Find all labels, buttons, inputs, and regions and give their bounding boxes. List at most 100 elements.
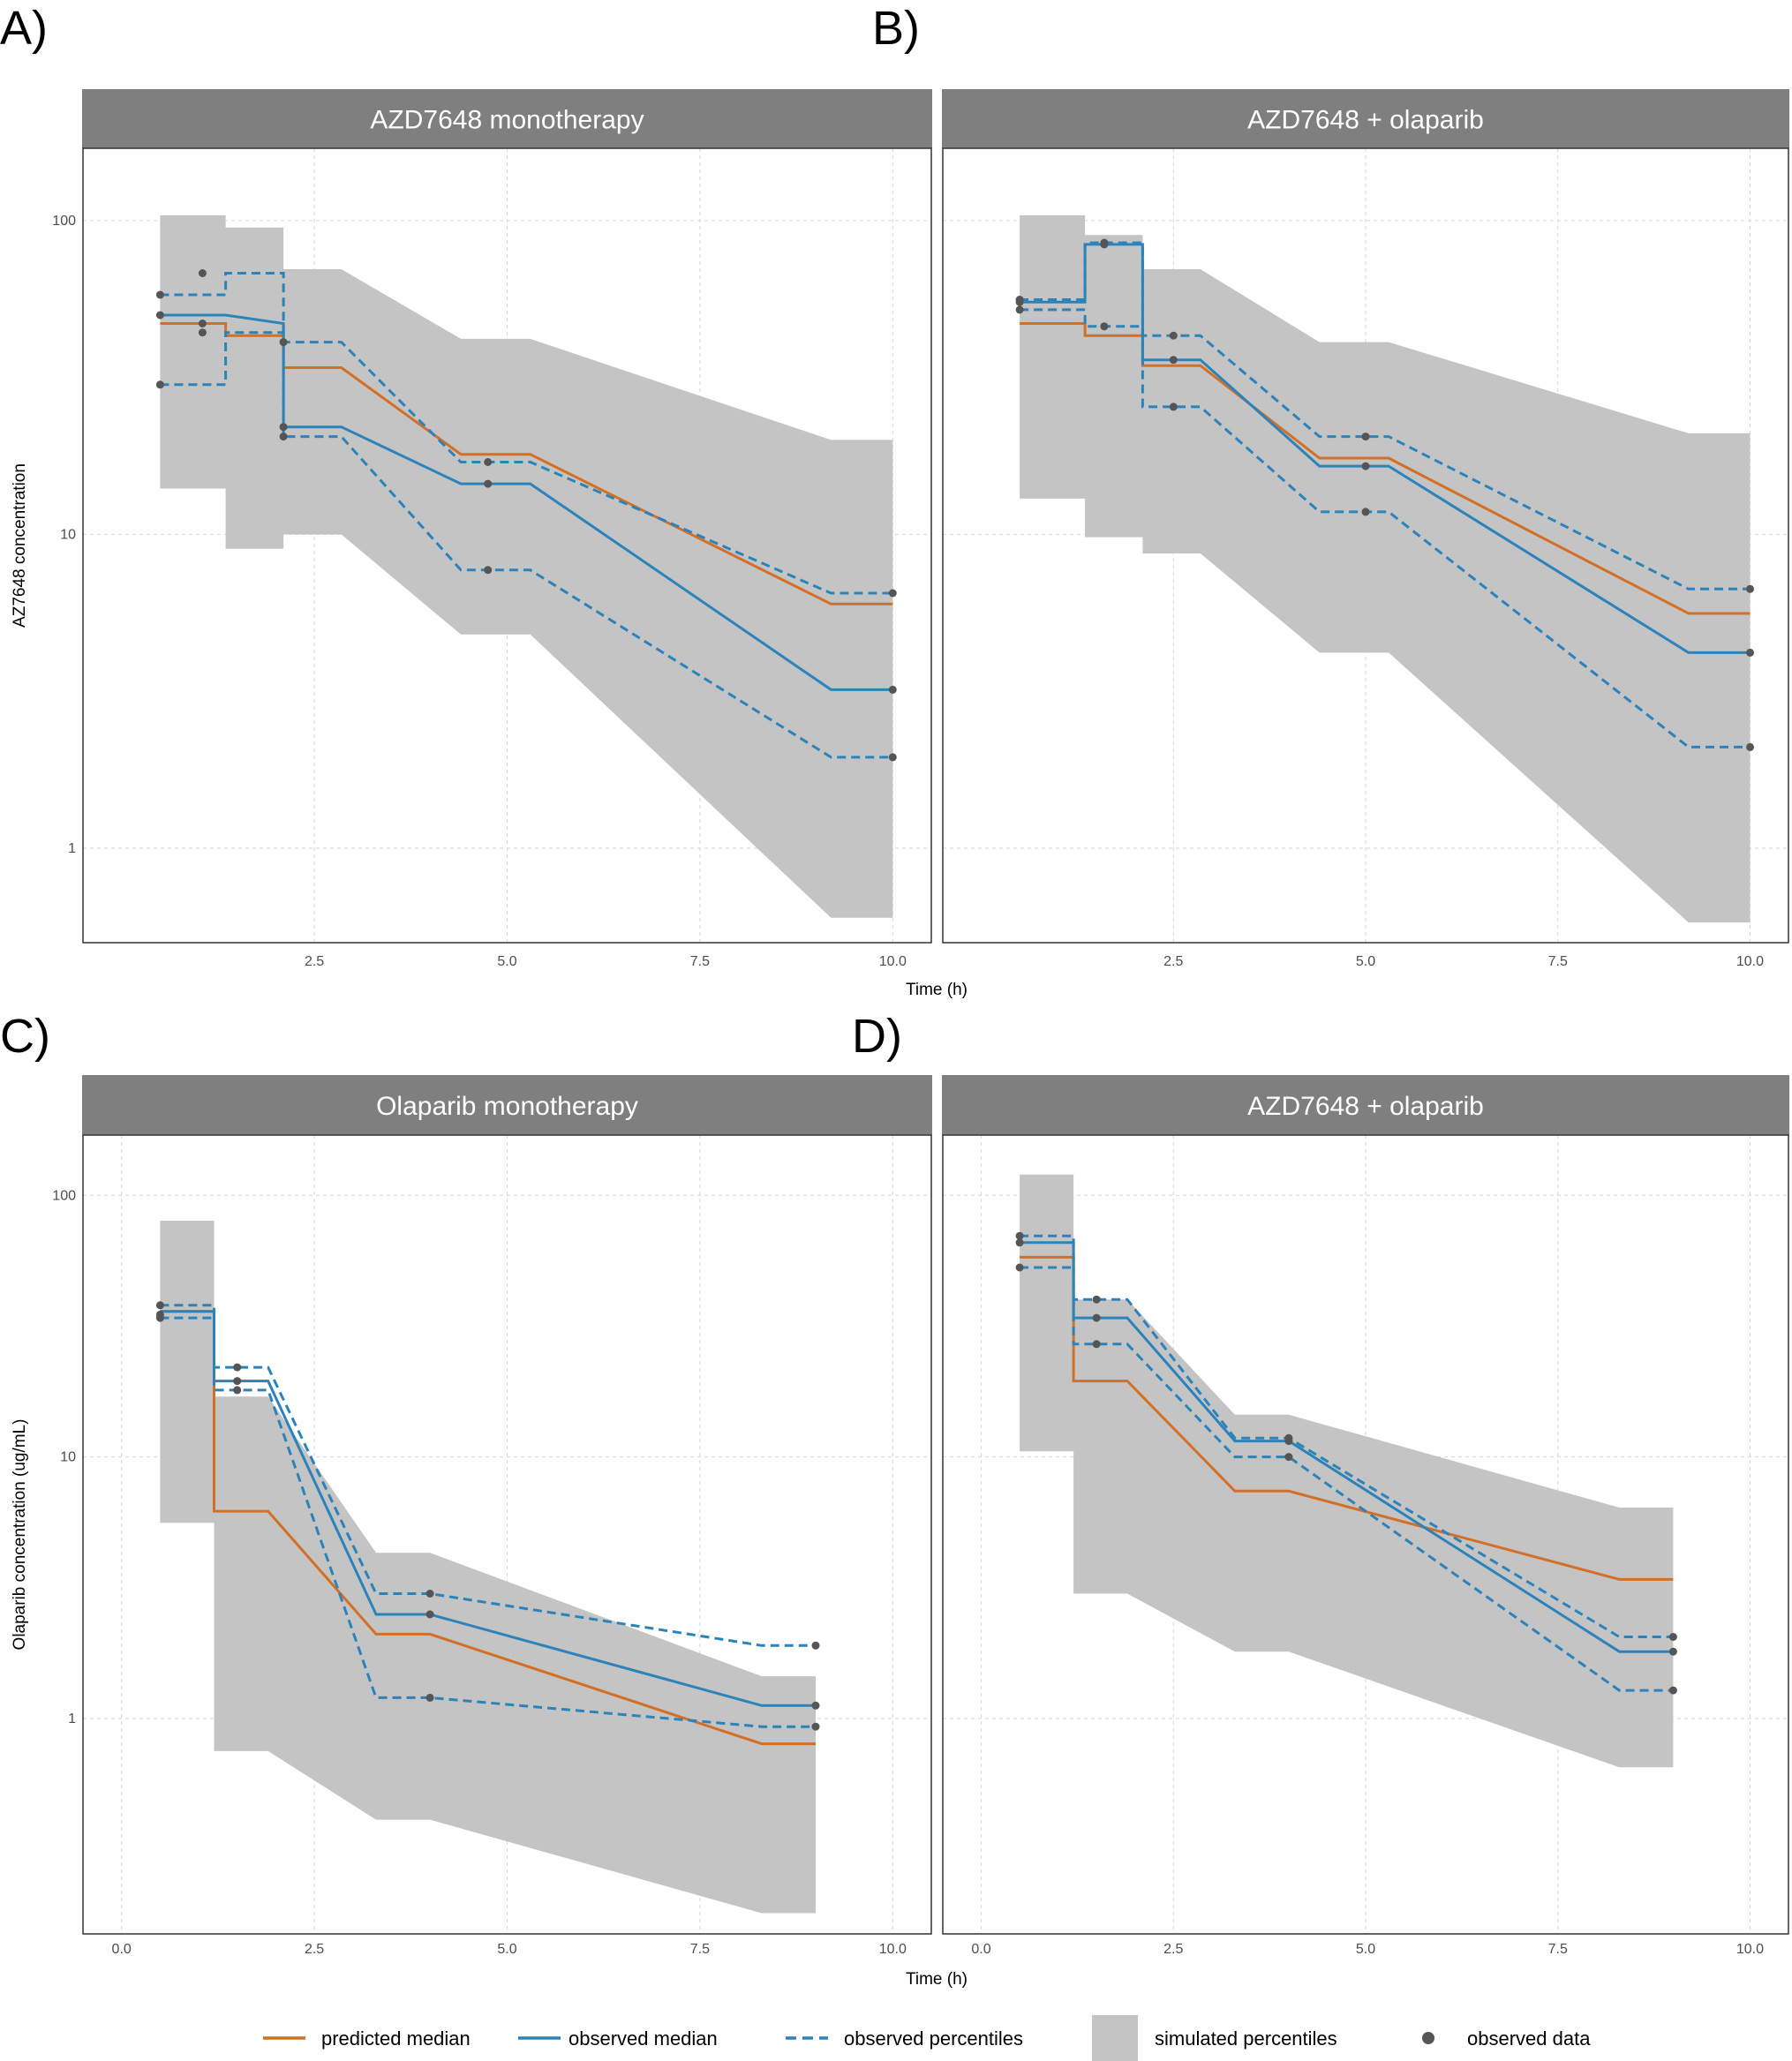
legend-simulated-percentiles-key — [1092, 2015, 1138, 2061]
observed-data-point — [1015, 1231, 1024, 1240]
x-tick-label: 0.0 — [112, 1942, 132, 1957]
observed-data-point — [1092, 1340, 1101, 1349]
panel-a: A) AZD7648 monotherapy 2.5 5.0 7.5 10.0 1 10 100… — [0, 2, 968, 999]
x-tick-label: 10.0 — [879, 954, 907, 969]
observed-data-point — [484, 458, 493, 466]
observed-data-point — [1746, 584, 1754, 593]
observed-median-line — [160, 1310, 816, 1707]
x-tick-label: 5.0 — [497, 1942, 516, 1957]
legend-observed-median-label: observed median — [568, 2027, 718, 2050]
observed-data-point — [484, 479, 493, 488]
x-tick-label: 2.5 — [1163, 1942, 1183, 1957]
observed-data-point — [1015, 305, 1024, 314]
observed-data-point — [1746, 648, 1754, 657]
panel-d: D) AZD7648 + olaparib 0.0 2.5 5.0 7.5 10.0 Time… — [852, 1010, 1789, 1989]
observed-data-point — [1746, 742, 1754, 751]
x-axis-title: Time (h) — [906, 1970, 968, 1989]
observed-data-point — [811, 1641, 820, 1650]
facet-strip — [942, 89, 1789, 148]
observed-data-point — [1015, 1238, 1024, 1247]
panel-border — [942, 147, 1789, 944]
observed-data-point — [279, 338, 288, 347]
facet-strip-label: AZD7648 + olaparib — [1247, 1092, 1484, 1121]
observed-data-point — [279, 423, 288, 432]
legend-observed-data-key — [1422, 2032, 1434, 2044]
observed-data-point — [1668, 1633, 1677, 1641]
observed-lower-percentile-line — [160, 1316, 816, 1728]
legend-observed-data-label: observed data — [1467, 2027, 1591, 2050]
x-tick-label: 10.0 — [1736, 1942, 1764, 1957]
observed-data-point — [155, 290, 164, 299]
observed-data-point — [155, 311, 164, 320]
observed-data-point — [1015, 297, 1024, 306]
observed-data-point — [1100, 240, 1109, 249]
predicted-median-line — [1020, 322, 1751, 615]
y-tick-label: 10 — [60, 527, 76, 542]
panel-c: C) Olaparib monotherapy 0.0 2.5 5.0 7.5 10.0 1 1… — [0, 1010, 932, 1957]
facet-strip-label: Olaparib monotherapy — [376, 1092, 638, 1121]
observed-data-point — [1169, 331, 1178, 340]
observed-data-point — [1668, 1686, 1677, 1695]
observed-data-point — [1169, 402, 1178, 411]
y-tick-label: 100 — [52, 214, 76, 229]
observed-data-point — [1284, 1437, 1293, 1446]
observed-median-line — [160, 313, 893, 691]
x-tick-label: 5.0 — [497, 954, 516, 969]
panel-letter: A) — [0, 2, 48, 55]
observed-data-point — [1361, 462, 1370, 470]
facet-strip — [82, 1075, 932, 1135]
simulated-percentile-band — [160, 1221, 816, 1914]
panel-letter: D) — [852, 1010, 902, 1063]
observed-data-point — [811, 1701, 820, 1710]
x-tick-label: 2.5 — [1163, 954, 1183, 969]
y-tick-label: 100 — [52, 1188, 76, 1203]
legend-predicted-median-label: predicted median — [321, 2027, 471, 2050]
observed-data-point — [1361, 508, 1370, 516]
observed-data-point — [1092, 1295, 1101, 1304]
observed-lower-percentile-line — [1020, 308, 1751, 748]
observed-data-point — [425, 1610, 434, 1619]
observed-median-line — [1020, 1241, 1674, 1653]
x-tick-label: 0.0 — [971, 1942, 990, 1957]
x-axis-title: Time (h) — [906, 981, 968, 999]
x-tick-label: 7.5 — [690, 954, 710, 969]
observed-data-point — [1668, 1647, 1677, 1656]
observed-data-point — [484, 566, 493, 575]
observed-data-point — [155, 1301, 164, 1310]
observed-data-point — [1361, 433, 1370, 441]
observed-lower-percentile-line — [1020, 1266, 1674, 1692]
observed-data-point — [233, 1386, 242, 1395]
simulated-percentile-band — [1020, 214, 1751, 923]
x-tick-label: 5.0 — [1356, 954, 1375, 969]
x-tick-label: 2.5 — [305, 954, 324, 969]
observed-data-point — [233, 1363, 242, 1372]
observed-data-point — [1092, 1313, 1101, 1322]
observed-data-point — [198, 269, 207, 277]
observed-data-point — [888, 753, 897, 762]
observed-data-point — [198, 328, 207, 337]
observed-data-point — [425, 1693, 434, 1702]
observed-data-point — [155, 380, 164, 389]
observed-data-point — [155, 1313, 164, 1322]
y-axis-title: AZ7648 concentration — [11, 463, 29, 628]
observed-lower-percentile-line — [160, 331, 893, 759]
observed-data-point — [279, 433, 288, 441]
facet-strip-label: AZD7648 + olaparib — [1247, 106, 1484, 135]
y-tick-label: 1 — [68, 1711, 76, 1726]
simulated-percentile-band — [160, 214, 893, 918]
x-tick-label: 5.0 — [1356, 1942, 1375, 1957]
observed-data-point — [1284, 1453, 1293, 1462]
x-tick-label: 7.5 — [1548, 954, 1568, 969]
panel-border — [942, 1134, 1789, 1935]
y-tick-label: 10 — [60, 1450, 76, 1465]
x-tick-label: 7.5 — [1548, 1942, 1568, 1957]
y-axis-title: Olaparib concentration (ug/mL) — [11, 1419, 29, 1651]
y-tick-label: 1 — [68, 841, 76, 856]
observed-data-point — [425, 1590, 434, 1598]
panel-border — [82, 1134, 932, 1935]
panel-letter: B) — [872, 2, 920, 55]
x-tick-label: 7.5 — [690, 1942, 710, 1957]
observed-data-point — [233, 1377, 242, 1386]
simulated-percentile-band — [1020, 1174, 1674, 1768]
observed-data-point — [198, 320, 207, 327]
